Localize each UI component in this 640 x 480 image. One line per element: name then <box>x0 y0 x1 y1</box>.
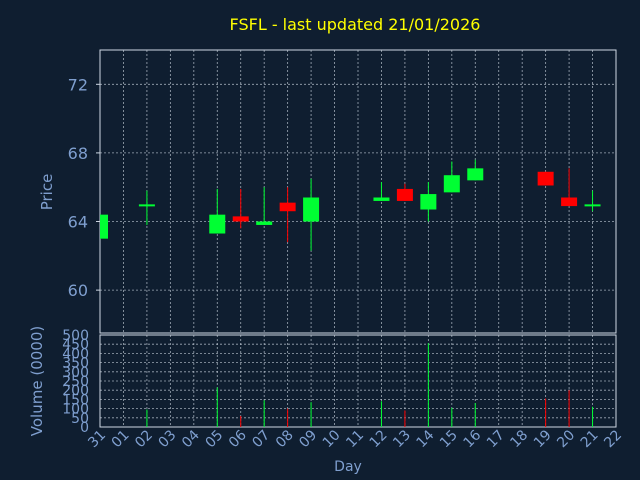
x-tick-label: 06 <box>226 427 250 451</box>
volume-axis-label: Volume (0000) <box>28 326 46 436</box>
volume-tick-label: 100 <box>62 402 89 418</box>
candle-body <box>303 197 320 222</box>
candle-body <box>256 221 273 225</box>
volume-tick-label: 450 <box>62 337 89 353</box>
candle-body <box>100 214 108 239</box>
candle-body <box>467 168 484 181</box>
chart-title: FSFL - last updated 21/01/2026 <box>230 15 481 34</box>
price-axis-label: Price <box>38 174 56 211</box>
x-tick-label: 18 <box>507 427 531 451</box>
volume-tick-label: 400 <box>62 346 89 362</box>
candle-body <box>138 204 155 207</box>
candle-body <box>232 216 249 222</box>
x-tick-label: 02 <box>132 427 156 451</box>
volume-tick-label: 0 <box>80 420 89 436</box>
price-tick-label: 72 <box>68 75 88 94</box>
x-tick-label: 19 <box>531 427 555 451</box>
candle-body <box>443 175 460 193</box>
x-tick-label: 14 <box>414 427 438 451</box>
candle-body <box>561 197 578 207</box>
x-tick-label: 03 <box>156 427 180 451</box>
x-tick-label: 09 <box>296 427 320 451</box>
candle-body <box>537 171 554 186</box>
x-tick-label: 17 <box>484 427 508 451</box>
x-tick-label: 12 <box>367 427 391 451</box>
candle-body <box>279 202 296 212</box>
x-tick-label: 07 <box>249 427 273 451</box>
volume-panel-frame <box>99 334 617 428</box>
x-tick-label: 04 <box>179 427 203 451</box>
x-tick-label: 05 <box>202 427 226 451</box>
x-tick-label: 21 <box>578 427 602 451</box>
volume-tick-label: 500 <box>62 328 89 344</box>
volume-tick-label: 350 <box>62 356 89 372</box>
candle-body <box>396 188 413 201</box>
x-tick-label: 13 <box>390 427 414 451</box>
x-tick-label: 16 <box>460 427 484 451</box>
x-tick-label: 22 <box>601 427 625 451</box>
x-tick-label: 08 <box>273 427 297 451</box>
price-tick-label: 68 <box>68 144 88 163</box>
volume-tick-label: 150 <box>62 392 89 408</box>
price-panel-frame <box>99 49 617 334</box>
candle-body <box>209 214 226 234</box>
candle-body <box>373 197 390 201</box>
x-tick-label: 20 <box>554 427 578 451</box>
x-tick-label: 10 <box>320 427 344 451</box>
price-tick-label: 60 <box>68 281 88 300</box>
x-tick-label: 15 <box>437 427 461 451</box>
x-tick-label: 11 <box>343 427 367 451</box>
price-tick-label: 64 <box>68 213 88 232</box>
volume-tick-label: 250 <box>62 374 89 390</box>
volume-tick-label: 50 <box>71 411 89 427</box>
x-tick-label: 01 <box>109 427 133 451</box>
candle-body <box>584 204 601 207</box>
candle-body <box>420 194 437 210</box>
x-axis-label: Day <box>334 459 362 475</box>
volume-tick-label: 200 <box>62 383 89 399</box>
volume-tick-label: 300 <box>62 365 89 381</box>
